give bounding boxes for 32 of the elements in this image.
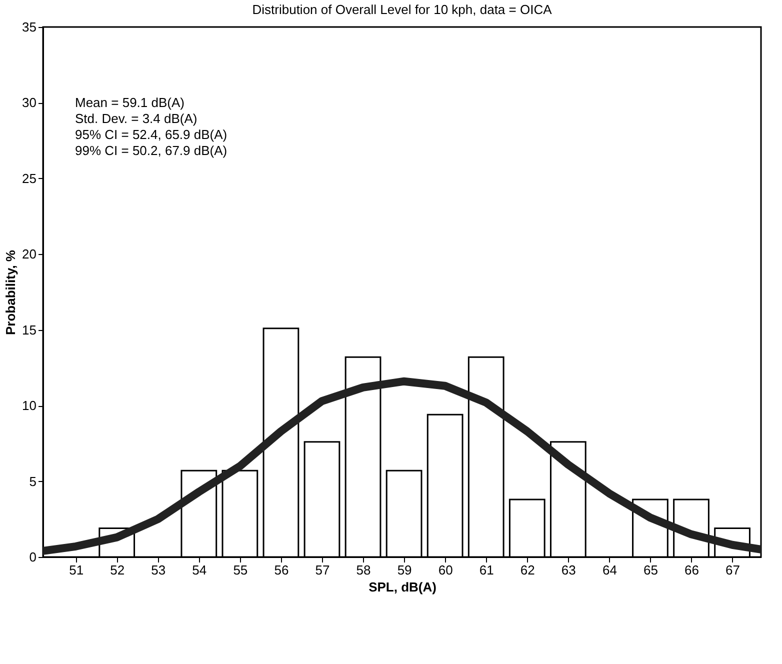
x-axis-title: SPL, dB(A)	[368, 580, 436, 594]
y-tick-label: 0	[29, 550, 36, 564]
x-tick-label: 62	[520, 562, 535, 578]
x-tick-label: 51	[69, 562, 84, 578]
y-tick-label: 10	[22, 398, 36, 414]
y-tick-label: 5	[29, 474, 36, 489]
x-tick-label: 65	[643, 562, 658, 578]
y-tick-label: 25	[22, 170, 36, 186]
x-tick-label: 67	[726, 562, 740, 578]
x-tick-label: 58	[356, 562, 371, 578]
y-axis-title: Probability, %	[3, 250, 18, 335]
x-tick-label: 64	[602, 562, 617, 578]
annotation: 95% CI = 52.4, 65.9 dB(A)	[75, 127, 228, 142]
x-tick-label: 53	[151, 562, 166, 578]
y-tick-label: 30	[22, 95, 36, 110]
x-tick-label: 63	[561, 562, 576, 578]
x-tick-label: 56	[274, 562, 289, 578]
x-tick-label: 66	[684, 562, 699, 578]
y-tick-label: 35	[22, 20, 36, 34]
x-tick-label: 59	[397, 562, 412, 578]
y-tick-label: 15	[22, 322, 36, 338]
x-tick-label: 57	[315, 562, 330, 578]
x-tick-label: 61	[479, 562, 494, 578]
y-tick-label: 20	[22, 246, 36, 262]
x-tick-label: 52	[110, 562, 125, 578]
chart-title: Distribution of Overall Level for 10 kph, data = OICA	[252, 2, 552, 17]
annotation: Mean = 59.1 dB(A)	[75, 95, 184, 110]
x-tick-label: 54	[192, 562, 207, 578]
annotation: 99% CI = 50.2, 67.9 dB(A)	[75, 143, 228, 158]
x-tick-label: 60	[438, 562, 453, 578]
annotation: Std. Dev. = 3.4 dB(A)	[75, 111, 198, 126]
x-tick-label: 55	[233, 562, 248, 578]
